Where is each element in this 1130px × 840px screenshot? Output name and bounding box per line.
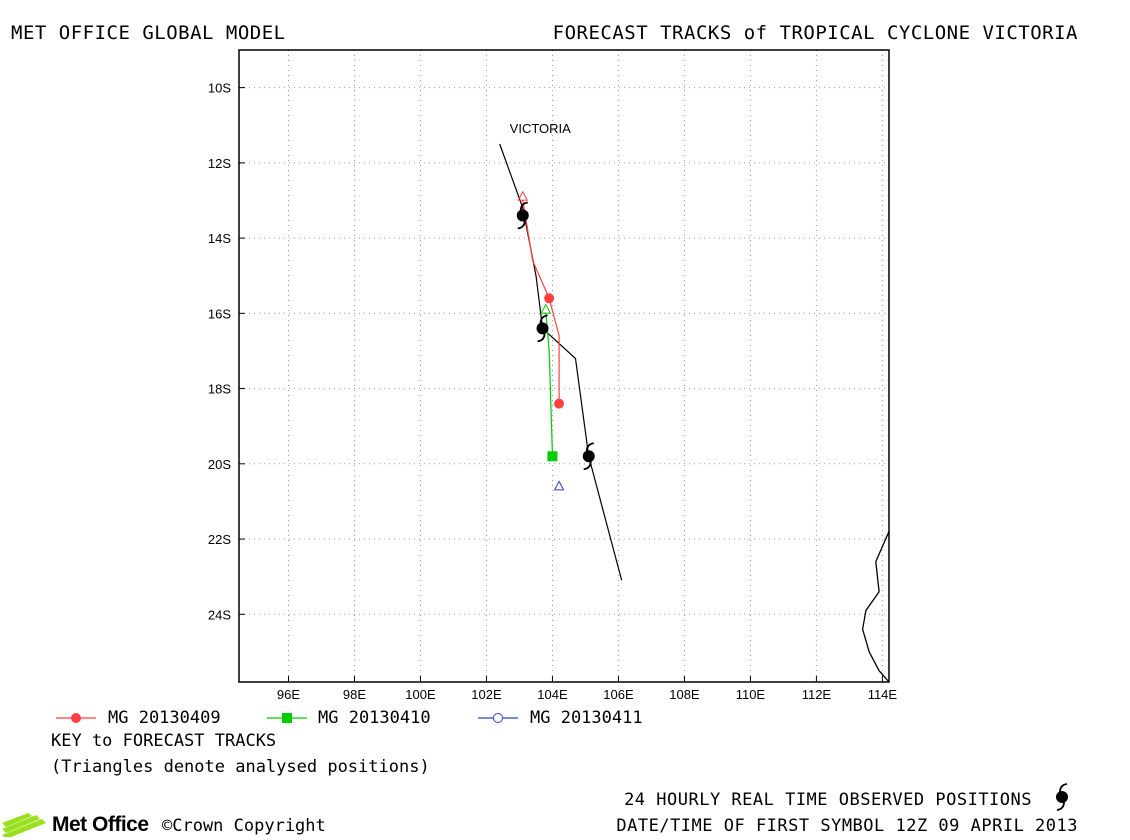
met-office-logo-icon [2,813,46,837]
cyclone-symbol-arm [537,333,546,343]
map-frame [238,49,890,683]
coastline [861,531,890,683]
cyclone-symbol-core [1056,791,1068,803]
cyclone-symbol-arm [519,201,528,211]
coastline-path [861,531,890,683]
lat-tick-label: 10S [208,81,231,96]
cyclone-symbol-arm [1056,801,1065,811]
observed-cyclone-symbol [516,201,529,230]
cyclone-symbol-arm [585,442,594,452]
forecast-track-line [522,200,560,404]
observed-positions-label: 24 HOURLY REAL TIME OBSERVED POSITIONS [624,790,1032,810]
legend-marker-sample [493,713,503,723]
copyright-notice: ©Crown Copyright [162,816,326,836]
lat-tick-label: 14S [208,231,231,246]
lon-tick-label: 106E [603,687,634,702]
observed-cyclone-symbol [536,314,549,343]
footer-cyclone-symbol [1056,783,1068,811]
cyclone-symbol-core [582,450,595,463]
lat-tick-label: 12S [208,156,231,171]
lat-tick-label: 24S [208,607,231,622]
forecast-key-lines [56,713,518,723]
cyclone-symbol-arm [583,461,592,471]
lat-tick-label: 20S [208,457,231,472]
header-model-title: MET OFFICE GLOBAL MODEL [11,22,286,44]
track-layer [499,143,623,581]
legend-marker-sample [282,713,292,723]
lat-tick-label: 16S [208,306,231,321]
cyclone-symbol-arm [539,314,548,324]
key-title: KEY to FORECAST TRACKS [51,731,277,751]
cyclone-symbol-icon [1056,783,1068,811]
observed-cyclone-symbol [582,442,595,471]
cyclone-symbol-arm [1059,783,1068,793]
lon-tick-label: 96E [277,687,300,702]
lon-tick-label: 110E [736,687,766,702]
storm-name-label: VICTORIA [510,121,571,136]
lon-tick-label: 108E [669,687,700,702]
observed-track-line [499,143,623,581]
cyclone-symbol-core [516,209,529,222]
lon-tick-label: 100E [405,687,436,702]
lon-tick-label: 112E [802,687,832,702]
lon-tick-label: 102E [471,687,502,702]
met-office-logo: Met Office [2,812,149,838]
analysed-position-triangle [540,303,552,314]
axis-ticks: 96E 98E 100E 102E 104E 106E 108E 110E 112E 114E 10… [208,81,898,702]
first-symbol-date-label: DATE/TIME OF FIRST SYMBOL 12Z 09 APRIL 2… [616,816,1078,836]
legend-item-20130410: MG 20130410 [318,708,431,728]
lat-tick-label: 22S [208,532,231,547]
legend-marker-sample [71,713,81,723]
forecast-position-marker [547,451,558,462]
forecast-position-marker [554,398,565,409]
analysed-position-triangle [517,190,529,201]
lon-tick-label: 98E [343,687,366,702]
lat-tick-label: 18S [208,382,231,397]
forecast-position-marker [544,293,555,304]
key-note: (Triangles denote analysed positions) [51,757,430,777]
map-grid [239,50,889,682]
analysed-position-triangle [553,480,565,491]
legend-item-20130409: MG 20130409 [108,708,221,728]
cyclone-symbol-core [536,322,549,335]
cyclone-symbol-arm [517,220,526,230]
legend-item-20130411: MG 20130411 [530,708,643,728]
lon-tick-label: 104E [537,687,568,702]
lon-tick-label: 114E [868,687,898,702]
header-chart-title: FORECAST TRACKS of TROPICAL CYCLONE VICT… [552,22,1078,44]
met-office-logo-text: Met Office [52,813,149,836]
